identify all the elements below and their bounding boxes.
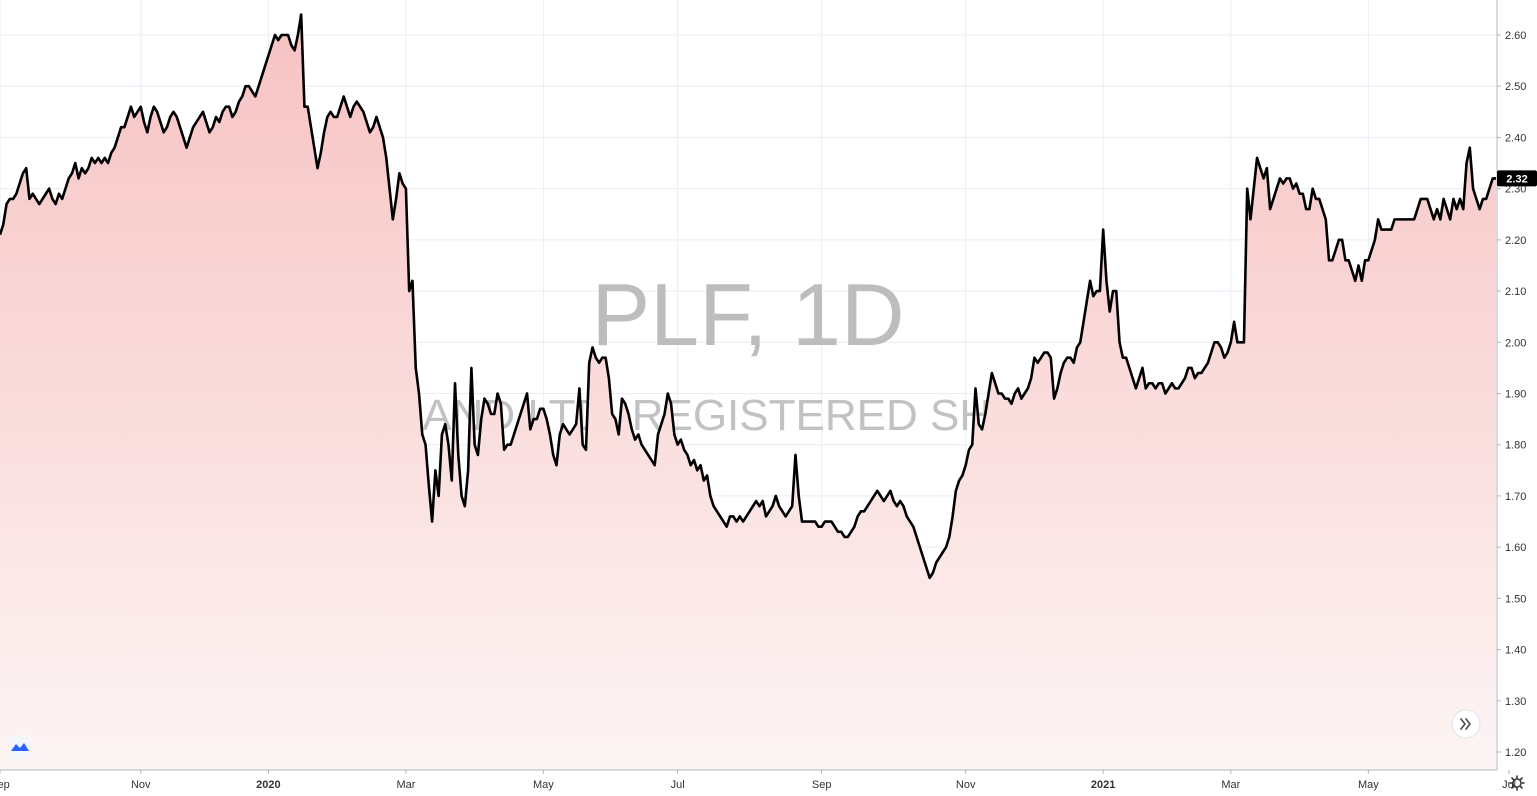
x-tick-label: May bbox=[1358, 779, 1379, 791]
y-tick-label: 1.80 bbox=[1505, 440, 1526, 452]
y-tick-label: 1.20 bbox=[1505, 747, 1526, 759]
y-tick-label: 2.20 bbox=[1505, 235, 1526, 247]
time-axis[interactable] bbox=[0, 770, 1497, 796]
y-tick-label: 1.30 bbox=[1505, 696, 1526, 708]
y-tick-label: 2.30 bbox=[1505, 184, 1526, 196]
price-area-fill bbox=[0, 14, 1496, 770]
x-tick-label: 2021 bbox=[1091, 779, 1115, 791]
x-tick-label: Mar bbox=[1221, 779, 1240, 791]
tradingview-logo-icon[interactable] bbox=[8, 735, 32, 759]
y-tick-label: 2.00 bbox=[1505, 337, 1526, 349]
gear-icon[interactable] bbox=[1509, 775, 1525, 791]
time-axis-labels: SepNov2020MarMayJulSepNov2021MarMayJul bbox=[0, 770, 1516, 791]
x-tick-label: Nov bbox=[956, 779, 976, 791]
price-axis[interactable] bbox=[1497, 0, 1537, 770]
scroll-to-realtime-button[interactable] bbox=[1451, 709, 1481, 739]
x-tick-label: Mar bbox=[396, 779, 415, 791]
x-tick-label: Jul bbox=[671, 779, 685, 791]
x-tick-label: Sep bbox=[0, 779, 10, 791]
y-tick-label: 2.50 bbox=[1505, 81, 1526, 93]
y-tick-label: 1.40 bbox=[1505, 645, 1526, 657]
x-tick-label: 2020 bbox=[256, 779, 280, 791]
y-tick-label: 1.70 bbox=[1505, 491, 1526, 503]
y-tick-label: 1.90 bbox=[1505, 389, 1526, 401]
price-line bbox=[0, 13, 1496, 580]
x-tick-label: Sep bbox=[812, 779, 832, 791]
x-tick-label: Nov bbox=[131, 779, 151, 791]
last-price-label-bg bbox=[1497, 170, 1537, 187]
y-tick-label: 2.10 bbox=[1505, 286, 1526, 298]
y-tick-label: 2.40 bbox=[1505, 132, 1526, 144]
watermark-symbol: PLF, 1D bbox=[591, 265, 904, 364]
double-chevron-right-icon bbox=[1460, 718, 1471, 730]
y-tick-label: 2.60 bbox=[1505, 30, 1526, 42]
last-price-value: 2.32 bbox=[1506, 173, 1527, 185]
last-price-label: 2.32 bbox=[1497, 170, 1537, 187]
y-tick-label: 1.50 bbox=[1505, 593, 1526, 605]
y-tick-label: 1.60 bbox=[1505, 542, 1526, 554]
x-tick-label: May bbox=[533, 779, 554, 791]
price-axis-labels: 2.60 2.50 2.40 2.30 2.20 2.10 2.00 1.90 1.80 1.70… bbox=[1497, 30, 1526, 759]
